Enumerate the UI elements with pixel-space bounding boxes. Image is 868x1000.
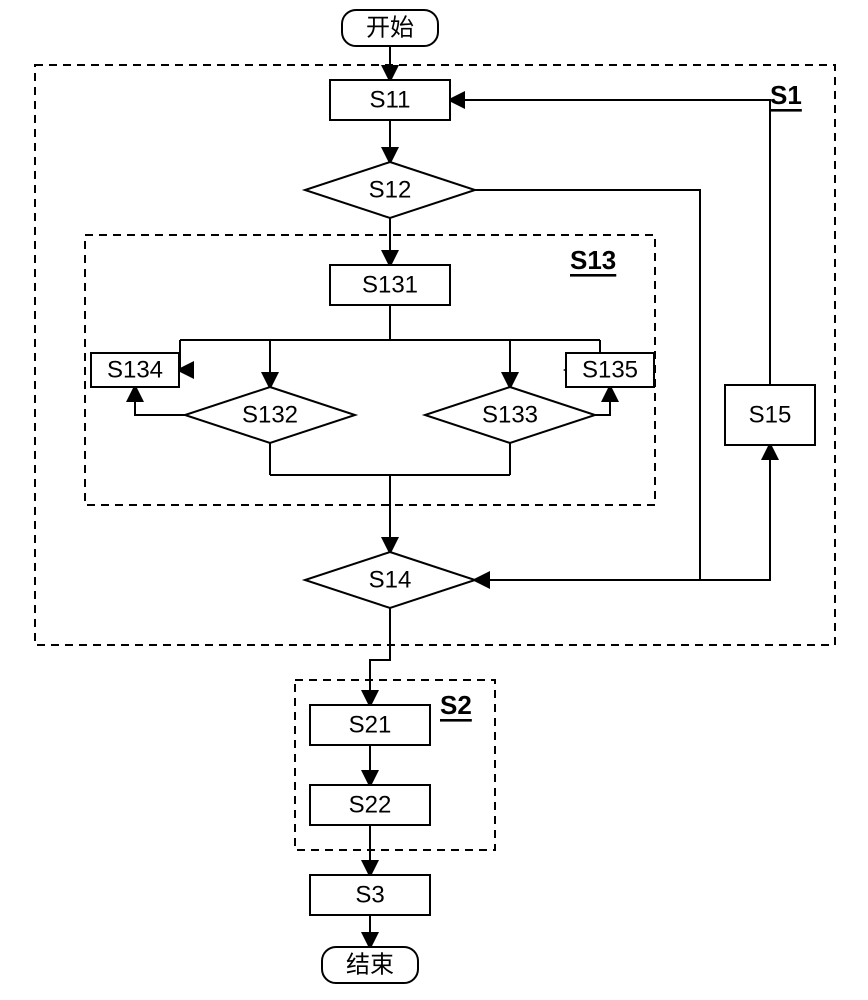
node-label-s132: S132 — [242, 402, 298, 429]
node-label-s131: S131 — [362, 272, 418, 299]
node-label-start: 开始 — [366, 15, 414, 42]
node-label-s12: S12 — [369, 177, 412, 204]
node-label-s133: S133 — [482, 402, 538, 429]
region-label-s2: S2 — [440, 690, 472, 720]
node-label-end: 结束 — [346, 952, 394, 979]
region-label-s13: S13 — [570, 245, 616, 275]
node-label-s3: S3 — [355, 882, 384, 909]
node-label-s21: S21 — [349, 712, 392, 739]
node-label-s135: S135 — [582, 357, 638, 384]
node-label-s134: S134 — [107, 357, 163, 384]
region-label-s1: S1 — [770, 80, 802, 110]
edge-s14-s15 — [475, 445, 770, 580]
node-label-s15: S15 — [749, 402, 792, 429]
edge-s133-s135 — [595, 387, 610, 415]
edge-s14-s21 — [370, 608, 390, 705]
edge-s132-s134 — [135, 387, 185, 415]
node-label-s14: S14 — [369, 567, 412, 594]
edge-s15-s11 — [450, 100, 770, 385]
node-label-s11: S11 — [370, 87, 411, 114]
flowchart: S1 S13 S2 开始 S11 S12 S131 S132 S133 S134 S135 S14 S… — [0, 0, 868, 1000]
node-label-s22: S22 — [349, 792, 392, 819]
